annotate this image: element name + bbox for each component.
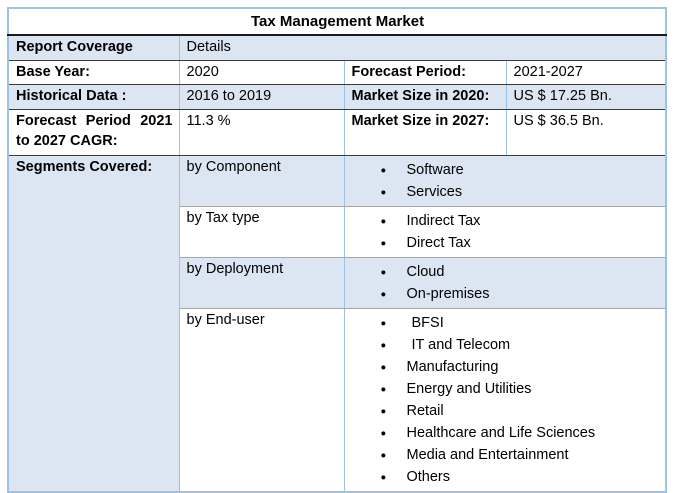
bullet-list-deployment: Cloud On-premises [352, 262, 660, 306]
bullet-list-tax-type: Indirect Tax Direct Tax [352, 211, 660, 255]
segment-group-label-deployment: by Deployment [179, 257, 344, 309]
segment-row-end-user: by End-user BFSI IT and Telecom Manufact… [8, 308, 667, 492]
segment-row-component: Segments Covered: by Component Software … [8, 155, 667, 492]
base-year-label: Base Year: [8, 60, 179, 86]
market-size-2020-value: US $ 17.25 Bn. [505, 84, 667, 110]
segments-covered-label: Segments Covered: [8, 155, 180, 492]
segment-item: Direct Tax [379, 233, 660, 255]
segment-item: Services [379, 182, 660, 204]
bullet-list-component: Software Services [352, 160, 660, 204]
forecast-period-label: Forecast Period: [343, 60, 506, 86]
segment-item: On-premises [379, 284, 660, 306]
cagr-value: 11.3 % [178, 109, 344, 156]
segment-items-tax-type: Indirect Tax Direct Tax [343, 206, 667, 258]
segment-item: Healthcare and Life Sciences [379, 423, 660, 445]
cagr-label: Forecast Period 2021 to 2027 CAGR: [8, 109, 179, 156]
segment-items-end-user: BFSI IT and Telecom Manufacturing Energy… [343, 308, 667, 492]
cagr-row: Forecast Period 2021 to 2027 CAGR: 11.3 … [8, 109, 667, 156]
segment-row-deployment: by Deployment Cloud On-premises [8, 257, 667, 309]
base-year-row: Base Year: 2020 Forecast Period: 2021-20… [8, 60, 667, 86]
segment-item: Media and Entertainment [379, 445, 660, 467]
table-title: Tax Management Market [8, 8, 667, 37]
historical-data-label: Historical Data : [8, 84, 179, 110]
title-row: Tax Management Market [8, 8, 667, 37]
segment-item: Retail [379, 401, 660, 423]
segment-item: BFSI [379, 313, 660, 335]
segment-items-component: Software Services [343, 155, 667, 207]
segment-group-label-component: by Component [179, 155, 344, 207]
historical-data-value: 2016 to 2019 [178, 84, 344, 110]
segment-item: Indirect Tax [379, 211, 660, 233]
historical-data-row: Historical Data : 2016 to 2019 Market Si… [8, 84, 667, 110]
report-coverage-label: Report Coverage [8, 35, 179, 61]
segment-group-label-end-user: by End-user [186, 311, 265, 328]
forecast-period-value: 2021-2027 [505, 60, 667, 86]
report-coverage-value: Details [178, 35, 667, 61]
market-size-2027-label: Market Size in 2027: [343, 109, 506, 156]
base-year-value: 2020 [178, 60, 344, 86]
report-summary-table: Tax Management Market Report Coverage De… [7, 7, 668, 493]
segment-items-deployment: Cloud On-premises [343, 257, 667, 309]
segment-item: Manufacturing [379, 357, 660, 379]
segment-item: Cloud [379, 262, 660, 284]
segment-item: Others [379, 467, 660, 489]
market-size-2020-label: Market Size in 2020: [343, 84, 506, 110]
segment-item: Software [379, 160, 660, 182]
bullet-list-end-user: BFSI IT and Telecom Manufacturing Energy… [352, 313, 660, 489]
segment-row-tax-type: by Tax type Indirect Tax Direct Tax [8, 206, 667, 258]
market-size-2027-value: US $ 36.5 Bn. [505, 109, 667, 156]
segment-item: Energy and Utilities [379, 379, 660, 401]
report-coverage-row: Report Coverage Details [8, 35, 667, 61]
report-summary-table-wrap: Tax Management Market Report Coverage De… [7, 7, 668, 493]
segment-item: IT and Telecom [379, 335, 660, 357]
segment-group-label-tax-type: by Tax type [179, 206, 344, 258]
